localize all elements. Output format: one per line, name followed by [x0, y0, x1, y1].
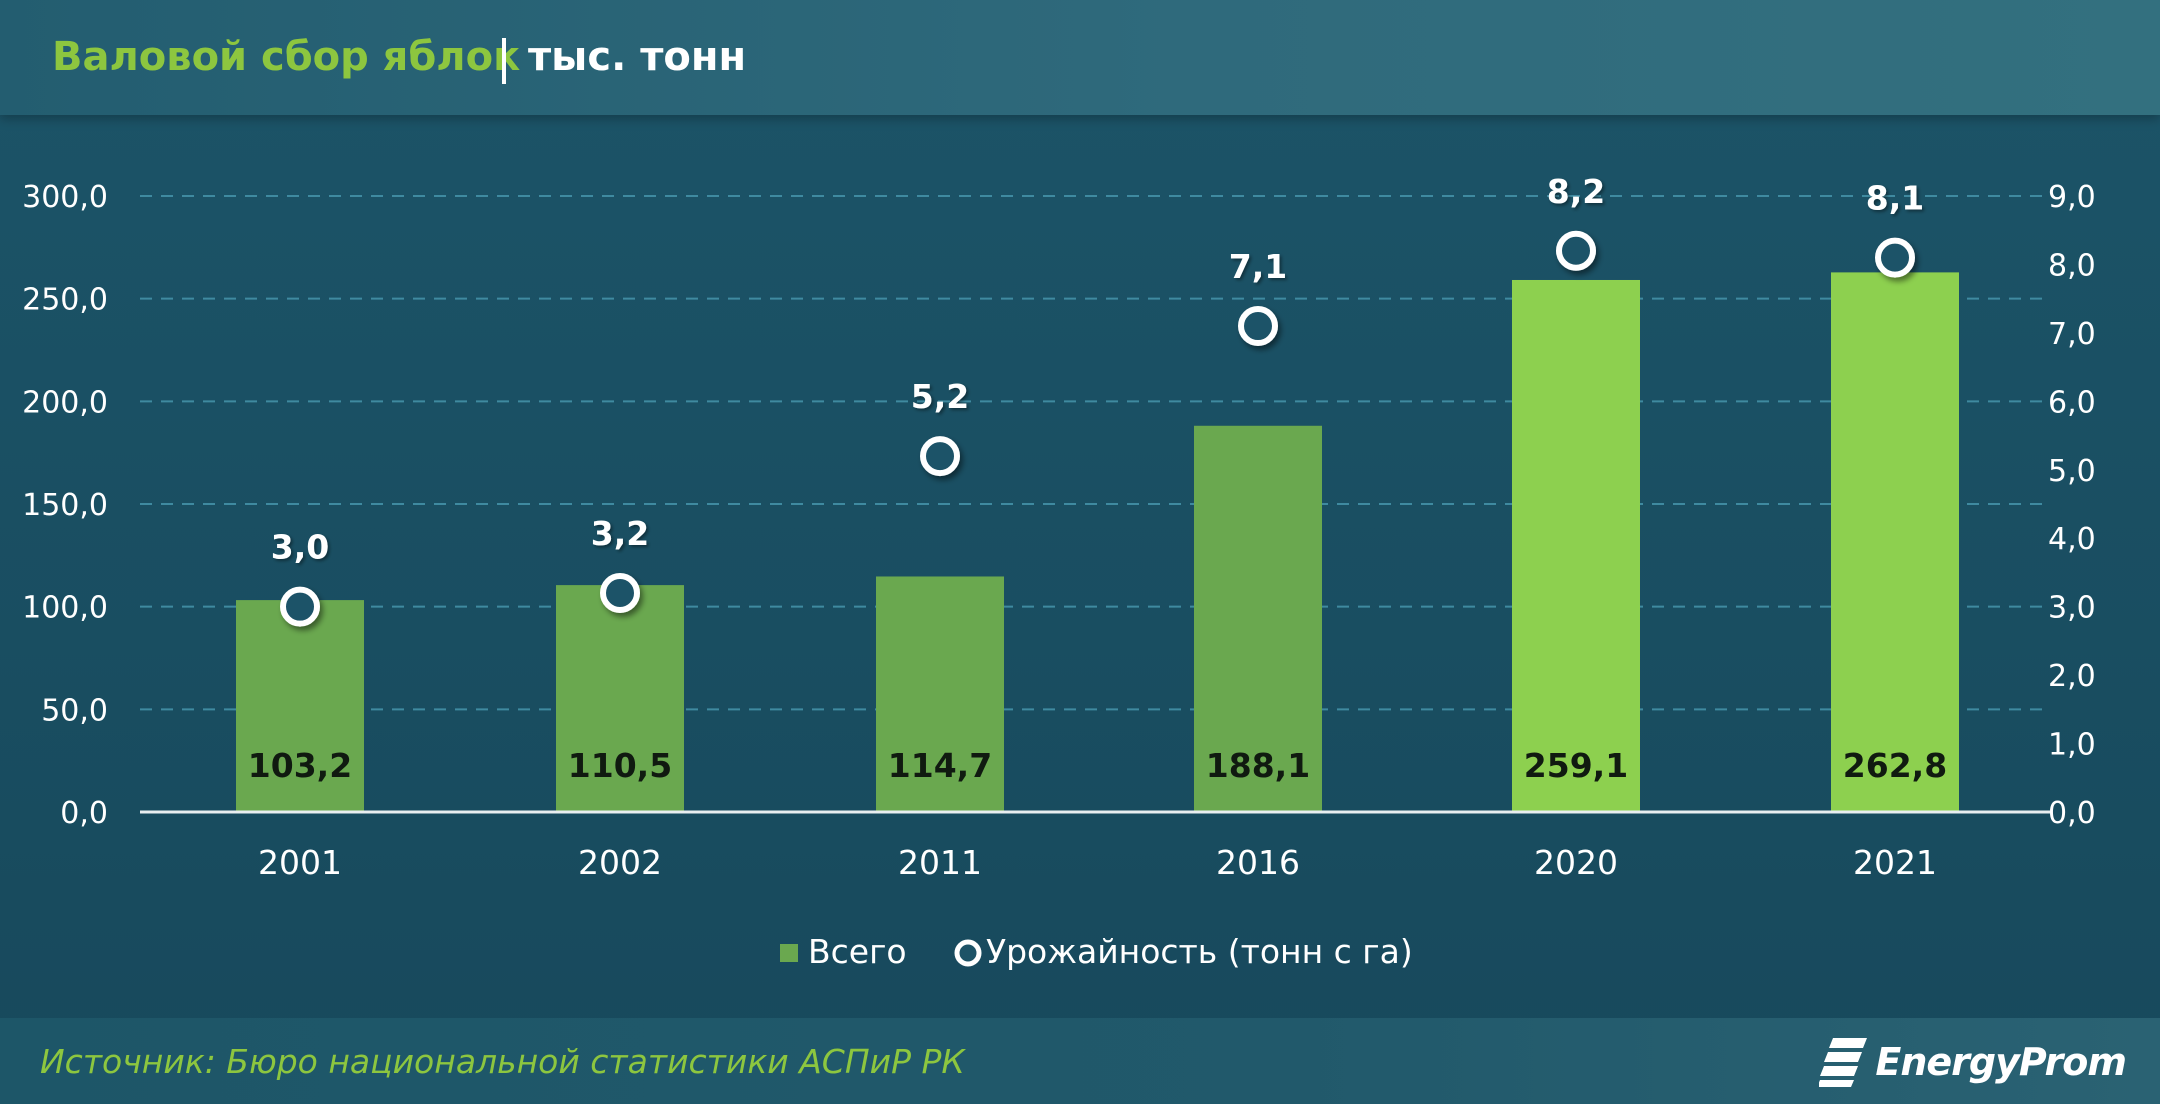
y-left-tick-label: 0,0: [60, 796, 108, 831]
bar: [1831, 272, 1959, 812]
x-tick-label: 2016: [1216, 843, 1300, 882]
energyprom-logo: EnergyProm: [1819, 1032, 2127, 1092]
y-right-tick-label: 4,0: [2048, 522, 2096, 557]
y-left-tick-label: 250,0: [22, 283, 108, 318]
bar-value-label: 114,7: [888, 746, 992, 785]
yield-value-label: 3,0: [271, 528, 329, 567]
chart-title: Валовой сбор яблок: [52, 34, 521, 80]
x-tick-label: 2011: [898, 843, 982, 882]
yield-value-label: 7,1: [1229, 247, 1287, 286]
chart-svg: 103,2 110,5 114,7 188,1 259,1 262,8 0,0 50,0 10…: [22, 172, 2096, 971]
y-left-tick-label: 200,0: [22, 385, 108, 420]
bars-group: 103,2 110,5 114,7 188,1 259,1 262,8: [236, 272, 1959, 812]
x-tick-label: 2001: [258, 843, 342, 882]
bar-value-label: 262,8: [1843, 746, 1947, 785]
y-right-tick-label: 7,0: [2048, 317, 2096, 352]
legend-swatch-yield: [954, 939, 982, 967]
y-right-tick-label: 0,0: [2048, 796, 2096, 831]
yield-marker: [600, 572, 640, 613]
legend-swatch-total: [780, 944, 798, 962]
bar: [1194, 425, 1322, 812]
yield-marker: [1238, 306, 1278, 347]
legend: Всего Урожайность (тонн с га): [780, 932, 1413, 971]
legend-label-total: Всего: [808, 932, 907, 971]
logo-text: EnergyProm: [1875, 1040, 2127, 1084]
yield-value-label: 8,2: [1547, 172, 1605, 211]
y-left-tick-label: 150,0: [22, 488, 108, 523]
bar: [556, 585, 684, 812]
y-left-tick-label: 50,0: [41, 693, 108, 728]
bar-value-label: 103,2: [248, 746, 352, 785]
y-right-tick-label: 1,0: [2048, 728, 2096, 763]
source-note: Источник: Бюро национальной статистики А…: [40, 1042, 965, 1081]
bar-value-label: 259,1: [1524, 746, 1628, 785]
y-right-tick-label: 3,0: [2048, 591, 2096, 626]
x-tick-label: 2021: [1853, 843, 1937, 882]
yield-marker: [280, 586, 320, 627]
y-right-tick-label: 5,0: [2048, 454, 2096, 489]
bar-value-label: 110,5: [568, 746, 672, 785]
y-left-tick-label: 100,0: [22, 591, 108, 626]
chart-unit: тыс. тонн: [528, 34, 747, 80]
yield-marker: [1875, 237, 1915, 278]
y-right-tick-label: 2,0: [2048, 659, 2096, 694]
bar: [1512, 279, 1640, 812]
yield-value-label: 8,1: [1866, 179, 1924, 218]
yield-marker: [920, 436, 960, 477]
markers-group: 3,0 3,2 5,2 7,1 8,2 8,1: [271, 172, 1924, 627]
y-left-tick-label: 300,0: [22, 180, 108, 215]
y-right-tick-label: 6,0: [2048, 385, 2096, 420]
yield-value-label: 3,2: [591, 514, 649, 553]
title-separator: [502, 38, 506, 84]
yield-marker: [1556, 230, 1596, 271]
bar: [876, 576, 1004, 812]
bar-value-label: 188,1: [1206, 746, 1310, 785]
y-right-tick-label: 8,0: [2048, 248, 2096, 283]
x-tick-label: 2002: [578, 843, 662, 882]
y-right-tick-label: 9,0: [2048, 180, 2096, 215]
x-tick-label: 2020: [1534, 843, 1618, 882]
footer-bar: Источник: Бюро национальной статистики А…: [0, 1018, 2160, 1104]
header-bar: Валовой сбор яблок тыс. тонн: [0, 0, 2160, 115]
grid-lines: [140, 195, 2050, 711]
yield-value-label: 5,2: [911, 377, 969, 416]
axes-group: 0,0 50,0 100,0 150,0 200,0 250,0 300,0 0,0 1,0 2,…: [22, 180, 2096, 882]
energyprom-logo-icon: [1819, 1038, 1868, 1087]
legend-label-yield: Урожайность (тонн с га): [986, 932, 1413, 971]
bar: [236, 600, 364, 812]
